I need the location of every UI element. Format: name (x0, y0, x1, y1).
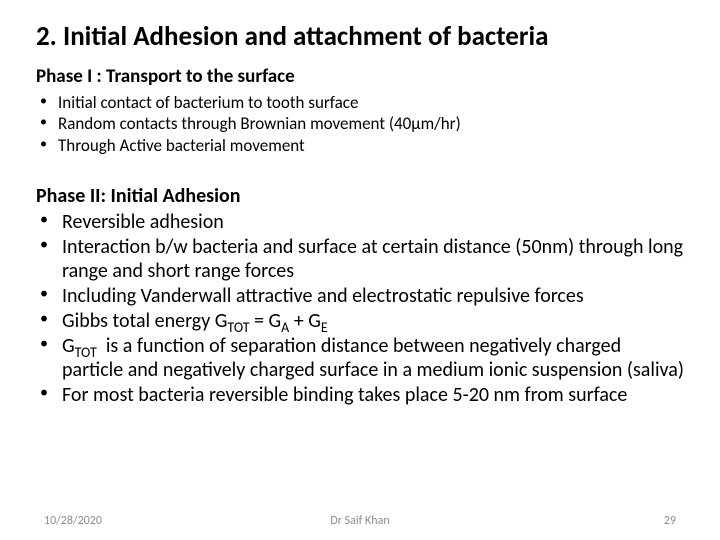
list-item: Random contacts through Brownian movemen… (36, 113, 684, 134)
phase1-heading: Phase I : Transport to the surface (36, 65, 684, 88)
list-item: Initial contact of bacterium to tooth su… (36, 92, 684, 113)
list-item: Through Active bacterial movement (36, 135, 684, 156)
phase2-list: Reversible adhesion Interaction b/w bact… (36, 210, 684, 407)
footer-date: 10/28/2020 (44, 514, 102, 528)
footer-page-number: 29 (664, 514, 676, 528)
phase2-heading: Phase II: Initial Adhesion (36, 184, 684, 208)
slide-footer: 10/28/2020 Dr Saif Khan 29 (0, 514, 720, 528)
list-item: Gibbs total energy GTOT = GA + GE (36, 309, 684, 333)
list-item: Including Vanderwall attractive and elec… (36, 284, 684, 308)
phase1-list: Initial contact of bacterium to tooth su… (36, 92, 684, 156)
list-item: Interaction b/w bacteria and surface at … (36, 235, 684, 283)
slide-container: 2. Initial Adhesion and attachment of ba… (0, 0, 720, 407)
list-item: For most bacteria reversible binding tak… (36, 383, 684, 407)
list-item: Reversible adhesion (36, 210, 684, 234)
slide-title: 2. Initial Adhesion and attachment of ba… (36, 20, 684, 53)
footer-author: Dr Saif Khan (330, 514, 389, 528)
list-item: GTOT is a function of separation distanc… (36, 334, 684, 382)
